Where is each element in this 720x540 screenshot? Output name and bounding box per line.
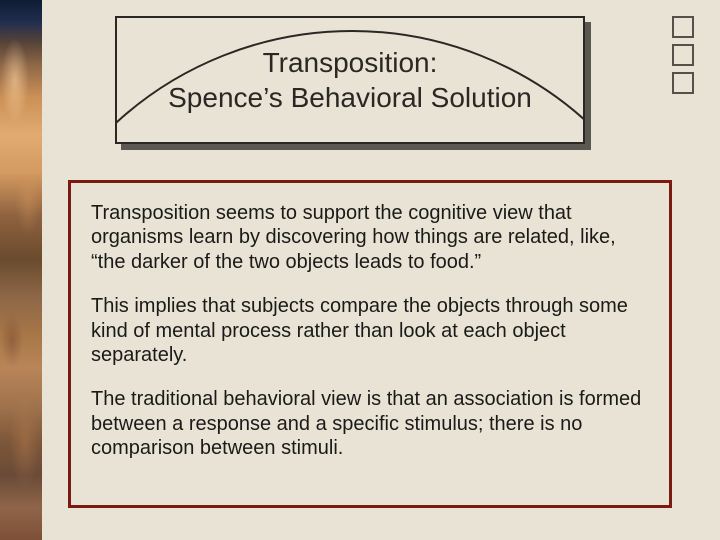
decorative-sidebar-image	[0, 0, 42, 540]
corner-square	[672, 44, 694, 66]
title-frame: Transposition: Spence’s Behavioral Solut…	[115, 16, 585, 144]
slide-title: Transposition: Spence’s Behavioral Solut…	[168, 45, 532, 115]
content-box: Transposition seems to support the cogni…	[68, 180, 672, 508]
corner-square	[672, 72, 694, 94]
title-box: Transposition: Spence’s Behavioral Solut…	[115, 16, 585, 144]
body-paragraph-2: This implies that subjects compare the o…	[91, 294, 649, 367]
title-line-1: Transposition:	[263, 47, 438, 78]
body-paragraph-3: The traditional behavioral view is that …	[91, 387, 649, 460]
corner-squares-decoration	[672, 16, 700, 94]
body-paragraph-1: Transposition seems to support the cogni…	[91, 201, 649, 274]
title-line-2: Spence’s Behavioral Solution	[168, 82, 532, 113]
corner-square	[672, 16, 694, 38]
